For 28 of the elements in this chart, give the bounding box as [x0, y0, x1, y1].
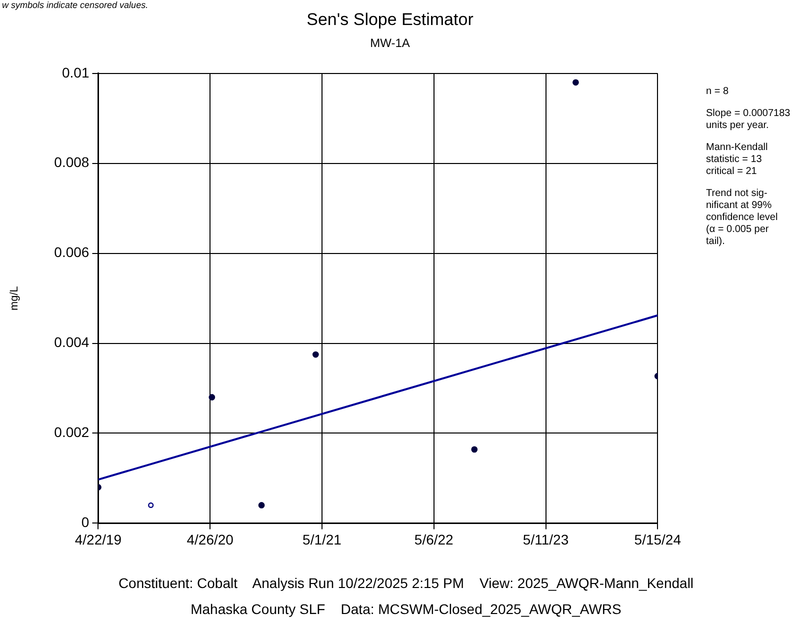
- text: Constituent: Cobalt Analysis Run 10/22/2025 2:15 PM View: 2025_AWQR-Mann_Kendall: [117, 575, 695, 591]
- text: Trend not sig- nificant at 99% confidence level (α = 0.005 per tail).: [706, 188, 779, 248]
- point: [208, 394, 216, 400]
- point: [471, 446, 478, 453]
- x-tick-label: 5/15/24: [634, 531, 682, 548]
- text: w symbols indicate censored values.: [2, 0, 148, 10]
- chart-subtitle: MW-1A: [369, 36, 411, 50]
- y-tick-label: 0.01: [62, 64, 90, 80]
- point: [572, 79, 579, 86]
- y-tick-label: 0.008: [54, 154, 90, 170]
- point: [148, 502, 154, 508]
- x-tick-label: 4/22/19: [74, 531, 122, 548]
- text: Slope = 0.0007183 units per year.: [706, 108, 790, 132]
- point: [258, 502, 265, 508]
- x-tick-label: 5/6/22: [414, 531, 454, 548]
- text: n = 8: [706, 86, 730, 98]
- x-tick-label: 4/26/20: [186, 531, 234, 548]
- y-tick-label: 0.002: [54, 424, 90, 440]
- y-tick-label: 0: [81, 514, 90, 530]
- y-axis-title: mg/L: [8, 286, 21, 311]
- x-tick-label: 5/1/21: [302, 531, 342, 548]
- y-tick-label: 0.006: [54, 244, 90, 260]
- text: Mahaska County SLF Data: MCSWM-Closed_2025_AWQR_AWRS: [190, 601, 622, 617]
- y-tick-label: 0.004: [54, 334, 90, 350]
- x-tick-label: 5/11/23: [522, 531, 569, 548]
- text: Mann-Kendall statistic = 13 critical = 21: [706, 142, 769, 178]
- chart-title: Sen's Slope Estimator: [306, 10, 474, 30]
- point: [312, 351, 319, 358]
